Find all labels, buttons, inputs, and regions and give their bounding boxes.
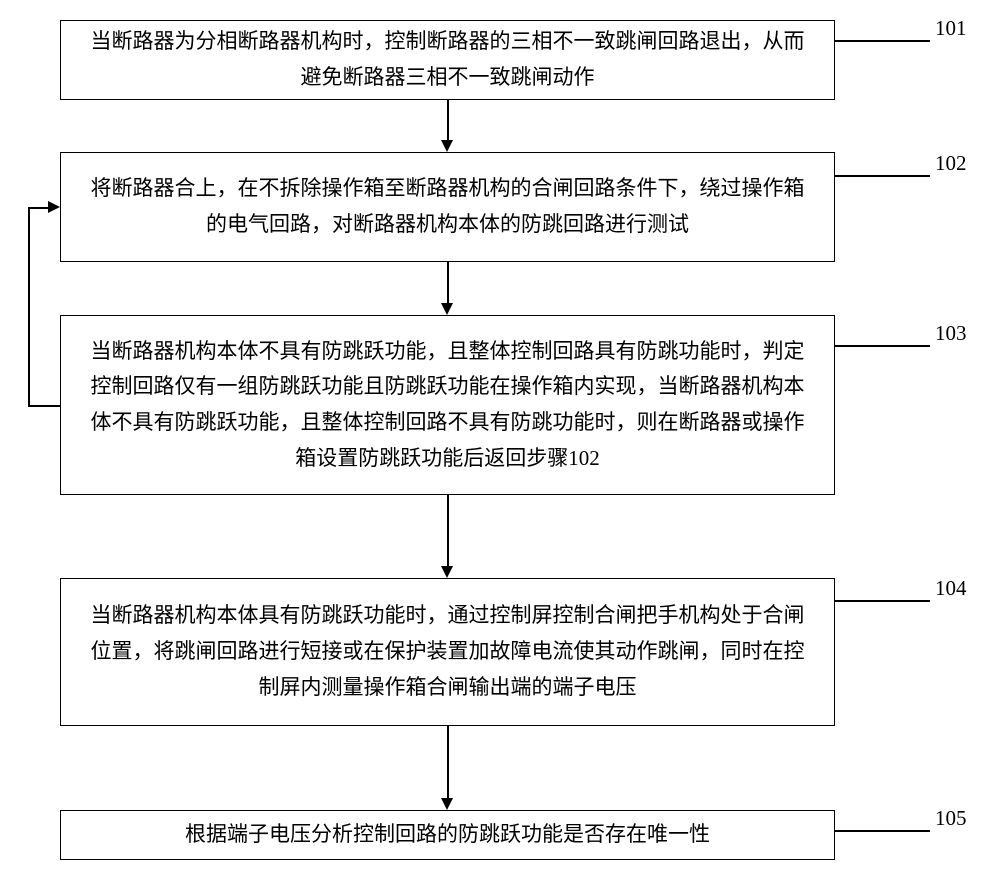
loopback-h-top (28, 207, 48, 209)
flow-step-104-text: 当断路器机构本体具有防跳跃功能时，通过控制屏控制合闸把手机构处于合闸位置，将跳闸… (81, 598, 814, 705)
flow-step-105: 根据端子电压分析控制回路的防跳跃功能是否存在唯一性 (60, 810, 835, 860)
arrow-102-103 (441, 303, 453, 315)
label-104: 104 (935, 576, 967, 601)
loopback-v (28, 207, 30, 406)
label-line-102 (835, 175, 930, 177)
arrow-loopback (48, 201, 60, 213)
label-line-103 (835, 345, 930, 347)
flow-step-101: 当断路器为分相断路器机构时，控制断路器的三相不一致跳闸回路退出，从而避免断路器三… (60, 20, 835, 100)
flow-step-103: 当断路器机构本体不具有防跳跃功能，且整体控制回路具有防跳功能时，判定控制回路仅有… (60, 315, 835, 495)
label-line-105 (835, 830, 930, 832)
arrow-104-105 (441, 798, 453, 810)
arrow-101-102 (441, 140, 453, 152)
label-102: 102 (935, 151, 967, 176)
connector-102-103 (447, 262, 449, 303)
connector-101-102 (447, 100, 449, 140)
connector-103-104 (447, 495, 449, 566)
label-line-104 (835, 600, 930, 602)
flow-step-103-text: 当断路器机构本体不具有防跳跃功能，且整体控制回路具有防跳功能时，判定控制回路仅有… (81, 334, 814, 477)
flow-step-101-text: 当断路器为分相断路器机构时，控制断路器的三相不一致跳闸回路退出，从而避免断路器三… (81, 24, 814, 95)
arrow-103-104 (441, 566, 453, 578)
flow-step-102: 将断路器合上，在不拆除操作箱至断路器机构的合闸回路条件下，绕过操作箱的电气回路，… (60, 152, 835, 262)
flow-step-105-text: 根据端子电压分析控制回路的防跳跃功能是否存在唯一性 (185, 817, 710, 853)
label-line-101 (835, 40, 930, 42)
flowchart-container: 当断路器为分相断路器机构时，控制断路器的三相不一致跳闸回路退出，从而避免断路器三… (0, 0, 1000, 896)
label-103: 103 (935, 321, 967, 346)
label-101: 101 (935, 16, 967, 41)
connector-104-105 (447, 726, 449, 798)
label-105: 105 (935, 806, 967, 831)
loopback-h-bottom (28, 405, 60, 407)
flow-step-104: 当断路器机构本体具有防跳跃功能时，通过控制屏控制合闸把手机构处于合闸位置，将跳闸… (60, 578, 835, 726)
flow-step-102-text: 将断路器合上，在不拆除操作箱至断路器机构的合闸回路条件下，绕过操作箱的电气回路，… (81, 171, 814, 242)
